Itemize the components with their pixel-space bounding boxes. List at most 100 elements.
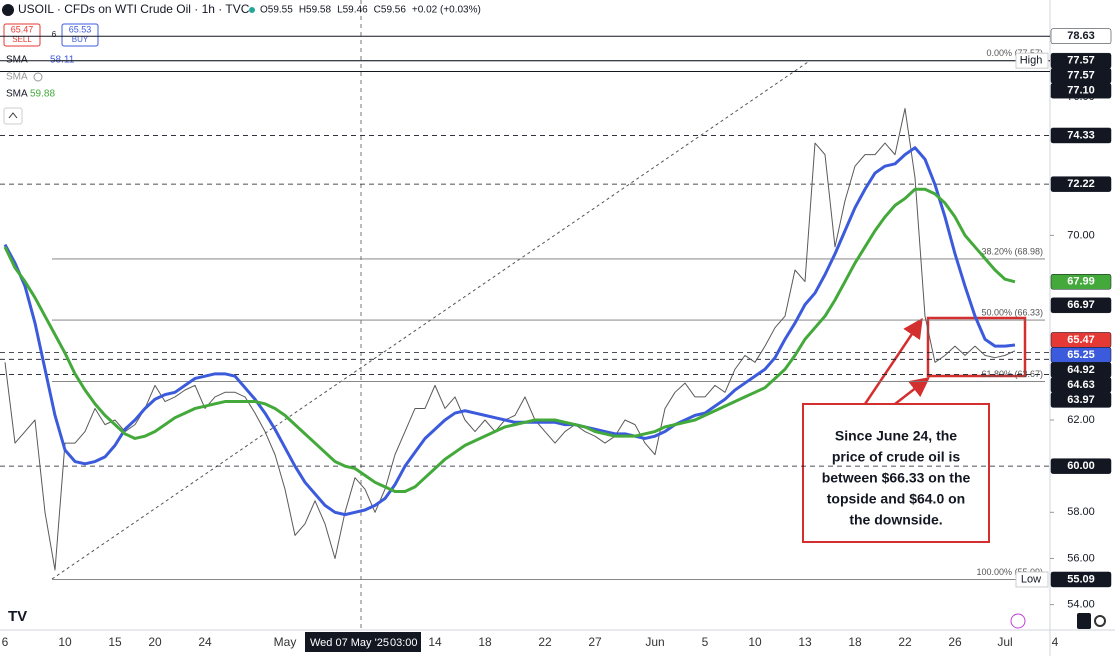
- arrow: [894, 376, 930, 405]
- y-tick-label: 62.00: [1067, 414, 1095, 426]
- x-tick-label: 14: [428, 635, 442, 649]
- price-label-bg: [1050, 571, 1112, 588]
- price-label-bg: [1050, 28, 1112, 44]
- price-label: 74.33: [1067, 129, 1095, 141]
- x-tick-label: 24: [198, 635, 212, 649]
- crosshair-date: Wed 07 May '25: [310, 637, 389, 649]
- x-tick-label: 10: [748, 635, 762, 649]
- annotation-line: the downside.: [849, 512, 942, 528]
- x-tick-label: 22: [538, 635, 552, 649]
- x-tick-label: 13: [798, 635, 812, 649]
- price-label: 77.10: [1067, 85, 1095, 97]
- x-tick-label: 26: [948, 635, 962, 649]
- x-tick-label: 27: [588, 635, 602, 649]
- fib-label: 100.00% (55.09): [976, 567, 1043, 577]
- settings-button[interactable]: [1094, 615, 1106, 627]
- indicator-name: SMA: [6, 89, 28, 100]
- fib-label: 38.20% (68.98): [981, 246, 1043, 256]
- x-tick-label: 6: [2, 635, 9, 649]
- y-tick-label: 58.00: [1067, 506, 1095, 518]
- sell-price: 65.47: [11, 24, 34, 34]
- sma-line: [3, 146, 1016, 517]
- x-tick-label: 18: [478, 635, 492, 649]
- symbol-logo: [2, 4, 14, 16]
- y-tick-label: 56.00: [1067, 552, 1095, 564]
- x-tick-label: 18: [848, 635, 862, 649]
- price-label: 55.09: [1067, 573, 1095, 585]
- price-label: 66.97: [1067, 299, 1095, 311]
- tv-logo: TV: [8, 608, 27, 625]
- price-line: [4, 107, 1016, 571]
- indicator-name: SMA: [6, 55, 28, 66]
- price-label: 78.63: [1067, 30, 1095, 42]
- indicator-value: 59.88: [30, 89, 55, 100]
- ohlc-value: C59.56: [374, 5, 407, 16]
- price-tag: High: [1020, 55, 1043, 67]
- price-label: 65.47: [1067, 334, 1095, 346]
- price-label: 77.57: [1067, 70, 1095, 82]
- trend-line: [51, 61, 809, 580]
- annotation-line: between $66.33 on the: [822, 470, 971, 486]
- indicator-name: SMA: [6, 72, 28, 83]
- price-label-bg: [1050, 458, 1112, 474]
- x-tick-label: Jul: [997, 635, 1012, 649]
- price-label-bg: [1050, 274, 1112, 290]
- price-label: 64.92: [1067, 364, 1095, 376]
- price-label: 77.57: [1067, 55, 1095, 67]
- x-tick-label: 10: [58, 635, 72, 649]
- ohlc-value: +0.02 (+0.03%): [412, 5, 481, 16]
- ohlc-value: L59.46: [337, 5, 368, 16]
- sell-button[interactable]: [3, 23, 41, 47]
- x-tick-label: 15: [108, 635, 122, 649]
- x-tick-label: 5: [702, 635, 709, 649]
- buy-button[interactable]: [61, 23, 99, 47]
- buy-label: BUY: [72, 35, 89, 44]
- collapse-icon: [8, 112, 18, 119]
- price-tag-bg: [1015, 571, 1049, 588]
- price-label: 67.99: [1067, 276, 1095, 288]
- x-tick-label: 4: [1052, 635, 1059, 649]
- annotation-line: Since June 24, the: [835, 428, 957, 444]
- buy-price: 65.53: [69, 24, 92, 34]
- auto-scale-button[interactable]: [1077, 613, 1091, 629]
- annotation-box: [802, 403, 990, 543]
- indicator-value: 58.11: [50, 55, 75, 66]
- x-tick-label: May: [274, 635, 297, 649]
- y-tick-label: 70.00: [1067, 229, 1095, 241]
- ohlc-value: H59.58: [299, 5, 332, 16]
- x-tick-label: 20: [148, 635, 162, 649]
- price-label: 60.00: [1067, 460, 1095, 472]
- price-label-bg: [1050, 297, 1112, 314]
- x-tick-label: 22: [898, 635, 912, 649]
- fib-label: 50.00% (66.33): [981, 307, 1043, 317]
- price-label: 65.25: [1067, 349, 1095, 361]
- crosshair-label-bg: [305, 632, 421, 652]
- price-tag: Low: [1021, 573, 1041, 585]
- price-label: 63.97: [1067, 394, 1095, 406]
- y-tick-label: 54.00: [1067, 599, 1095, 611]
- symbol-title: USOIL · CFDs on WTI Crude Oil · 1h · TVC: [18, 2, 250, 16]
- sma-line: [3, 187, 1016, 494]
- price-tag-bg: [1015, 52, 1049, 69]
- hidden-icon: [33, 72, 43, 82]
- annotation-line: topside and $64.0 on: [827, 491, 965, 507]
- ohlc-value: O59.55: [260, 5, 293, 16]
- fib-label: 61.80% (63.67): [981, 369, 1043, 379]
- spread: 6: [52, 30, 57, 39]
- price-label-bg: [1050, 176, 1112, 192]
- price-label-bg: [1050, 392, 1112, 408]
- fib-label: 0.00% (77.57): [986, 48, 1043, 58]
- crosshair-time: 03:00: [390, 637, 418, 649]
- sell-label: SELL: [12, 35, 32, 44]
- annotation-line: price of crude oil is: [832, 449, 961, 465]
- x-tick-label: Jun: [645, 635, 664, 649]
- collapse-button[interactable]: [3, 107, 23, 125]
- assistant-icon[interactable]: [1010, 613, 1026, 629]
- status-dot: [249, 7, 255, 13]
- price-label: 72.22: [1067, 178, 1095, 190]
- price-label-bg: [1050, 82, 1112, 99]
- arrow: [863, 317, 923, 405]
- price-label: 64.63: [1067, 379, 1095, 391]
